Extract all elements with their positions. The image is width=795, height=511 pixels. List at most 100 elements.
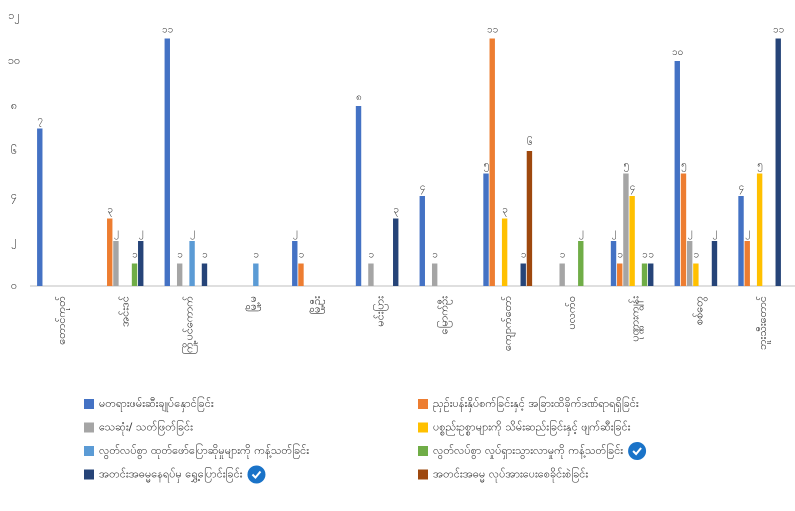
data-label: ၆ [527, 135, 533, 148]
data-label: ၁ [299, 250, 305, 261]
data-label: ၂ [579, 227, 584, 240]
data-label: ၂ [688, 227, 693, 240]
data-label: ၂ [114, 227, 119, 240]
data-label: ၄ [739, 182, 745, 195]
legend-label: မတရားဖမ်းဆီးချုပ်နှောင်ခြင်း [99, 396, 214, 412]
data-label: ၂ [745, 227, 750, 240]
data-label: ၅ [681, 160, 687, 173]
y-tick-label: ၆ [11, 144, 17, 157]
bar [693, 263, 699, 286]
bar [368, 263, 374, 286]
data-label: ၄ [420, 182, 426, 195]
legend-item: ညှဉ်းပန်းနှိပ်စက်ခြင်းနှင့် အခြားထိခိုက်… [418, 396, 639, 412]
data-label: ၂ [190, 227, 195, 240]
bar [164, 38, 170, 286]
x-tick-label: ကျောက်တော် [501, 296, 516, 351]
x-tick-label: ကြို့ပင်ကောက် [181, 296, 197, 355]
y-tick-label: ၁၂ [8, 9, 20, 24]
data-label: ၁ [177, 250, 183, 261]
bar [138, 241, 144, 286]
legend-swatch [418, 469, 428, 480]
legend-item: ပစ္စည်းဥစ္စာများကို သိမ်းဆည်းခြင်းနှင့် … [418, 420, 631, 436]
legend-label: လွတ်လပ်စွာ လှုပ်ရှားသွားလာမှုကို ကန့်သတ်… [433, 443, 623, 459]
bar [393, 218, 399, 286]
legend-swatch [418, 399, 428, 409]
data-label: ၄ [630, 182, 636, 195]
data-label: ၅ [624, 160, 630, 173]
legend-item: အတင်းအဓမ္မနေရပ်မှ ရွှေ့ပြောင်းခြင်း [84, 465, 266, 484]
data-label: ၅ [484, 160, 490, 173]
legend-swatch [418, 446, 428, 456]
data-label: ၃ [393, 205, 399, 218]
x-tick-label: မြောက်ဦး [436, 296, 452, 335]
legend-label: သေဆုံး/ သတ်ဖြတ်ခြင်း [99, 420, 193, 436]
x-tick-label: မြို့မ [245, 296, 261, 312]
y-tick-label: ၄ [11, 189, 17, 204]
bar [744, 241, 750, 286]
data-label: ၁၁ [162, 25, 173, 36]
bar [501, 218, 508, 286]
check-mark [632, 447, 642, 456]
data-label: ၁ [693, 250, 699, 261]
data-label: ၃ [107, 205, 113, 218]
x-tick-label: မြို့ဦး [309, 296, 325, 315]
bar [756, 173, 763, 286]
data-label: ၁ [642, 250, 648, 261]
bar [559, 263, 565, 286]
data-label: ၁၁ [487, 25, 498, 36]
bar [775, 38, 781, 286]
bar [711, 241, 718, 286]
bar [298, 263, 304, 286]
data-label: ၂ [139, 227, 144, 240]
data-label: ၁ [253, 250, 259, 261]
bar [680, 173, 687, 286]
bar [617, 263, 623, 286]
legend-label: လွတ်လပ်စွာ ထုတ်ဖော်ပြောဆိုမှုများကို ကန့… [99, 443, 309, 459]
bar [113, 241, 119, 286]
bar [107, 218, 113, 286]
data-label: ၁ [132, 250, 138, 261]
data-label: ၂ [712, 227, 717, 240]
bar [37, 128, 43, 286]
x-tick-label: အင်းဒင် [119, 296, 132, 327]
data-label: ၂ [611, 227, 616, 240]
x-tick-label: ဘူးသီးတောင် [756, 296, 771, 350]
bar [292, 241, 298, 286]
data-label: ၁ [432, 250, 438, 261]
bar [483, 173, 489, 286]
legend-swatch [418, 422, 428, 433]
legend-swatch [84, 422, 94, 433]
data-label: ၁၀ [672, 47, 683, 58]
legend-label: ညှဉ်းပန်းနှိပ်စက်ခြင်းနှင့် အခြားထိခိုက်… [433, 396, 639, 412]
legend-swatch [84, 446, 94, 456]
x-tick-label: ပလက်ဝ [565, 296, 578, 330]
legend-swatch [84, 399, 94, 409]
legend-item: သေဆုံး/ သတ်ဖြတ်ခြင်း [84, 420, 193, 436]
bar [131, 263, 138, 286]
data-label: ၁ [202, 250, 208, 261]
data-label: ၁ [617, 250, 623, 261]
y-tick-label: ၁၀ [8, 54, 20, 67]
bar [629, 196, 635, 286]
bar [201, 263, 208, 286]
x-tick-label: စစ်တွေ [692, 296, 707, 325]
y-tick-label: ၈ [11, 99, 17, 112]
check-icon [247, 465, 266, 484]
bar [641, 263, 648, 286]
bar [489, 38, 495, 286]
bar [189, 241, 195, 286]
bar [526, 151, 533, 286]
data-label: ၇ [37, 115, 43, 128]
legend-swatch [84, 469, 94, 480]
legend-item: အတင်းအဓမ္မ လုပ်အားပေးစေခိုင်းစဲခြင်း [418, 467, 588, 483]
bar [738, 196, 744, 286]
data-label: ၁ [369, 250, 375, 261]
legend-label: အတင်းအဓမ္မနေရပ်မှ ရွှေ့ပြောင်းခြင်း [99, 467, 243, 483]
data-label: ၅ [757, 160, 763, 173]
bar [623, 173, 629, 286]
legend-item: မတရားဖမ်းဆီးချုပ်နှောင်ခြင်း [84, 396, 214, 412]
data-label: ၁ [560, 250, 566, 261]
bar [355, 106, 362, 286]
y-tick-label: ၂ [11, 234, 16, 249]
